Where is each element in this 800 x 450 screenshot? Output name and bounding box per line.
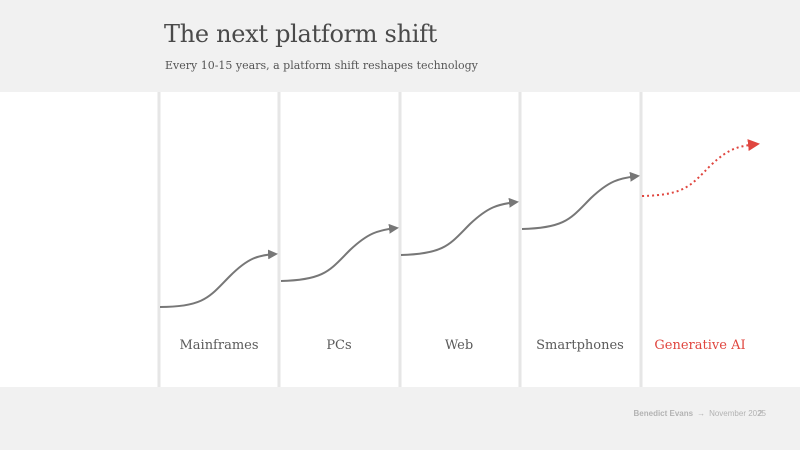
s-curve-mainframes — [159, 249, 278, 308]
platform-label-web: Web — [444, 338, 474, 353]
slide-subtitle: Every 10-15 years, a platform shift resh… — [165, 59, 478, 72]
platform-label-mainframes: Mainframes — [179, 338, 259, 353]
footer-date: November 2025 — [709, 409, 766, 418]
slide-footer: Benedict Evans → November 2025 — [634, 409, 767, 418]
platform-shift-diagram — [157, 92, 760, 387]
s-curve-web — [400, 197, 519, 256]
s-curve-smartphones — [521, 171, 640, 230]
slide-header: The next platform shift Every 10-15 year… — [0, 0, 800, 92]
platform-label-pcs: PCs — [326, 338, 352, 353]
s-curve-generative-ai — [641, 139, 760, 197]
platform-label-generative-ai: Generative AI — [654, 338, 746, 353]
page-number: 2 — [758, 409, 763, 418]
footer-author: Benedict Evans — [633, 409, 694, 418]
s-curve-pcs — [280, 223, 399, 282]
platform-label-smartphones: Smartphones — [536, 338, 624, 353]
footer-separator: → — [697, 409, 706, 418]
slide-title: The next platform shift — [164, 20, 438, 48]
